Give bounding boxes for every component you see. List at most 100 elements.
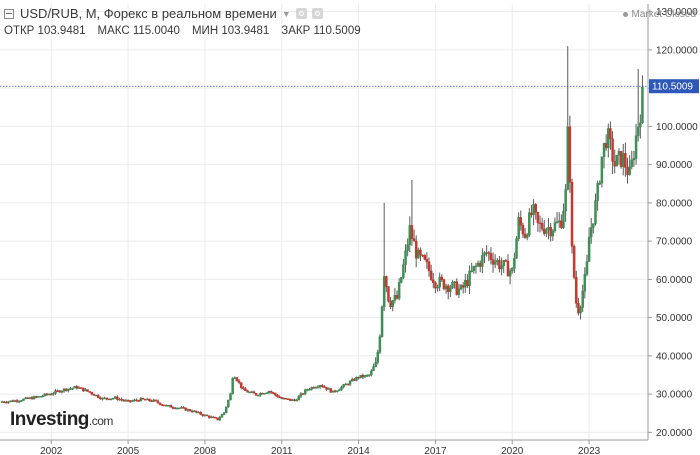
candle-up [365,375,369,377]
candle-up [515,238,518,259]
candle-up [525,234,529,238]
open-value: 103.9481 [37,25,86,37]
candle-down [252,391,256,394]
candle-down [613,161,616,167]
candle-up [13,400,17,402]
candle-up [404,250,407,265]
candle-up [382,276,386,308]
candlestick-series [0,46,644,422]
candle-down [126,400,130,402]
candle-up [186,409,190,411]
candle-up [218,417,222,421]
candle-down [489,253,493,260]
candle-down [429,270,433,281]
candle-down [446,285,450,293]
candle-down [572,246,576,278]
candle-down [487,252,491,254]
y-tick-label: 100.0000 [656,122,698,133]
chevron-down-icon[interactable]: ▼ [281,8,291,19]
candle-down [45,393,49,396]
candle-down [387,286,390,302]
candle-up [37,396,40,398]
candle-up [327,388,330,390]
y-tick-label: 120.0000 [656,45,698,56]
high-value: 115.0040 [132,25,180,37]
candle-up [152,399,155,402]
chart-title[interactable]: USD/RUB, M, Форекс в реальном времени [20,6,277,21]
candle-up [607,128,610,149]
candle-up [263,392,266,395]
candle-up [406,244,409,252]
candle-up [408,225,412,245]
candle-down [195,410,198,413]
candle-up [496,260,499,262]
candle-up [438,276,441,288]
candle-up [0,401,4,403]
settings-icon[interactable] [295,8,307,19]
candle-down [199,411,202,415]
candle-up [318,385,322,388]
candle-up [338,389,341,392]
candle-up [436,286,439,289]
candle-down [410,225,414,240]
candle-up [77,387,81,389]
candle-down [412,238,416,242]
candle-up [139,397,143,402]
candle-up [551,230,555,237]
candle-down [81,387,85,392]
x-tick-label: 2002 [40,446,63,455]
candle-down [269,391,273,393]
candle-up [52,393,55,395]
candle-up [17,400,21,403]
logo-main: Investing [10,409,89,430]
candle-up [7,401,10,403]
candle-up [231,377,234,394]
candle-down [432,279,435,284]
market-status-text: Market Closed [631,9,696,20]
candle-down [333,390,337,392]
candle-up [331,390,335,393]
candle-up [342,384,345,388]
candle-up [615,154,619,167]
candle-down [523,233,527,238]
logo-sub: .com [88,414,114,428]
candle-up [69,388,72,390]
settings-alt-icon[interactable] [311,8,323,19]
low-value: 103.9481 [221,25,270,37]
candle-up [634,135,638,159]
y-tick-label: 60.0000 [656,275,693,286]
candle-down [389,301,392,307]
candle-up [297,395,301,401]
candle-up [376,352,380,363]
candle-up [295,399,298,402]
candle-up [20,400,23,402]
collapse-icon[interactable] [4,8,14,19]
candle-down [538,222,542,225]
candle-down [626,167,629,175]
candle-down [182,407,185,409]
candle-up [391,300,394,307]
candle-up [359,374,362,378]
candle-down [143,398,147,401]
candle-up [306,389,309,391]
candle-down [434,282,437,289]
candle-up [628,166,631,175]
candle-up [528,212,531,236]
y-tick-label: 130.0000 [656,7,698,18]
x-tick-label: 2014 [347,446,370,455]
investing-logo[interactable]: Investing.com [10,409,113,431]
candle-down [96,394,100,398]
candle-up [282,397,286,400]
candle-down [611,138,614,162]
candle-up [474,265,478,268]
candle-down [254,393,258,396]
candle-up [532,204,535,216]
candle-down [128,400,132,402]
candle-down [99,397,102,400]
candle-up [598,182,602,185]
candle-down [92,393,96,396]
candle-up [291,399,294,401]
candle-up [259,392,262,396]
candle-up [47,393,51,396]
